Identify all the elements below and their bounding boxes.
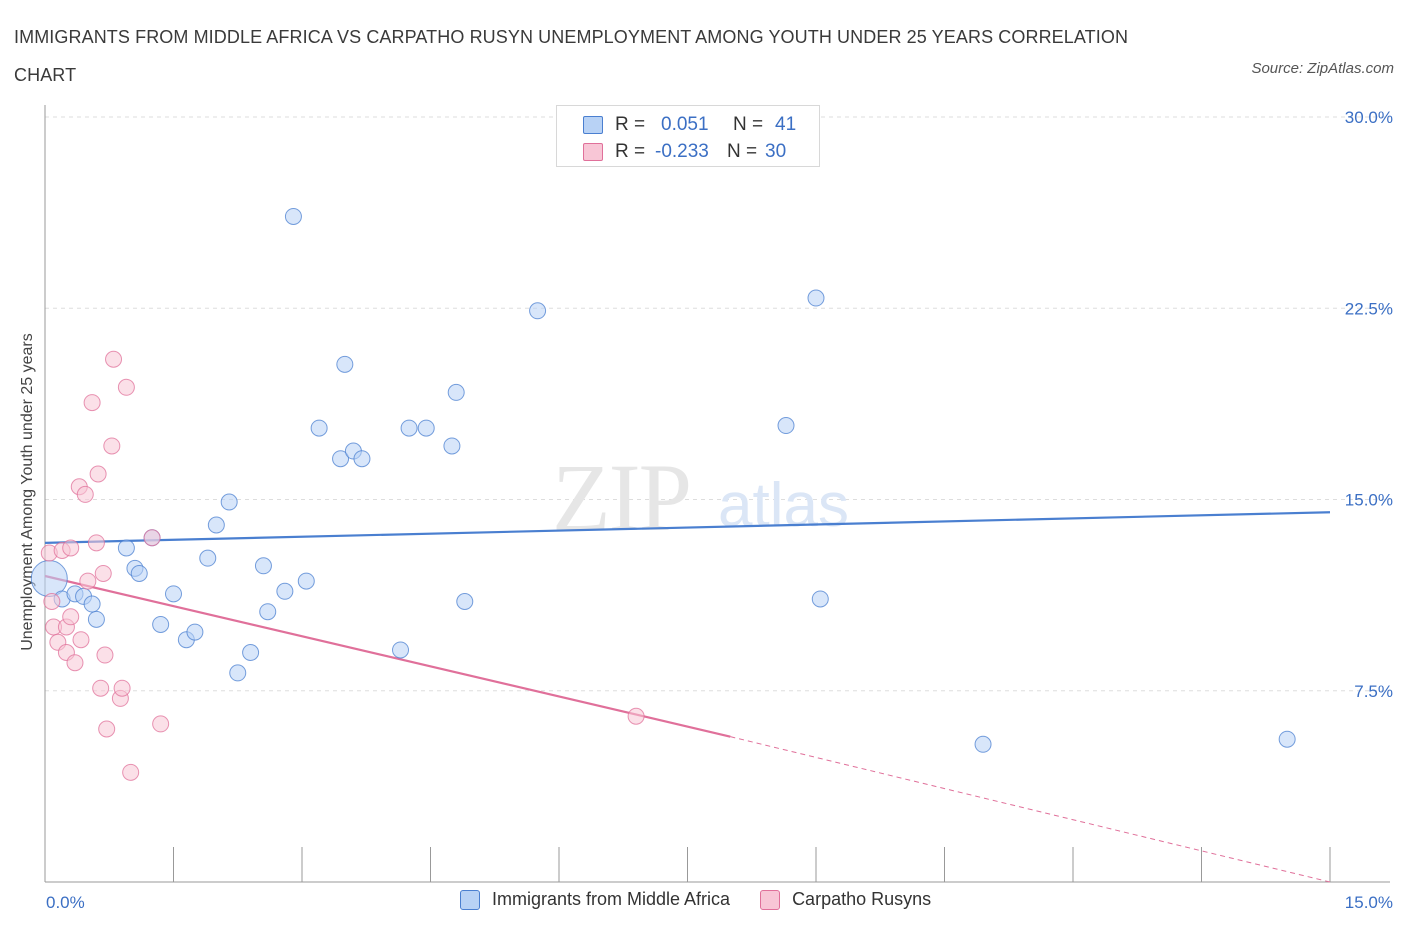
point-carpatho (72, 631, 90, 649)
legend-swatch-pink (583, 143, 603, 161)
legend-label-carpatho: Carpatho Rusyns (792, 889, 932, 909)
x-tick-label: 15.0% (1345, 893, 1393, 912)
legend-row-carpatho: R = -0.233 N = 30 (583, 139, 786, 165)
point-immigrants (152, 615, 170, 633)
series-legend: Immigrants from Middle Africa Carpatho R… (460, 889, 961, 910)
point-immigrants (529, 302, 547, 320)
y-tick-label: 30.0% (1345, 108, 1393, 127)
point-immigrants (392, 641, 410, 659)
point-immigrants (456, 593, 474, 610)
watermark-atlas: atlas (718, 471, 849, 540)
point-immigrants (83, 595, 101, 613)
legend-item-carpatho: Carpatho Rusyns (760, 889, 931, 910)
point-immigrants (165, 585, 182, 603)
legend-r-value: 0.051 (661, 114, 709, 135)
point-immigrants (254, 557, 272, 575)
point-carpatho (79, 572, 97, 590)
point-immigrants (1278, 730, 1296, 748)
point-immigrants (186, 623, 204, 641)
point-immigrants (974, 735, 992, 753)
trend-line-immigrants (44, 511, 1331, 544)
point-immigrants (807, 289, 825, 307)
point-immigrants (332, 450, 350, 468)
chart-title: IMMIGRANTS FROM MIDDLE AFRICA VS CARPATH… (14, 27, 1129, 85)
point-carpatho (122, 763, 140, 781)
legend-label-immigrants: Immigrants from Middle Africa (492, 889, 731, 909)
point-carpatho (152, 715, 170, 733)
point-immigrants (400, 419, 418, 437)
point-carpatho (87, 534, 105, 552)
legend-n-label: N = (727, 141, 758, 162)
legend-n-value: 30 (765, 141, 787, 162)
legend-n-value: 41 (775, 114, 797, 135)
point-immigrants (353, 450, 371, 468)
point-carpatho (117, 378, 135, 396)
point-immigrants (443, 437, 461, 455)
point-carpatho (96, 646, 114, 664)
legend-r-label: R = (615, 141, 646, 162)
point-immigrants (117, 539, 135, 557)
point-immigrants (297, 572, 315, 590)
y-tick-label: 7.5% (1354, 682, 1393, 701)
legend-swatch-blue (460, 889, 480, 910)
x-tick-label: 0.0% (46, 893, 85, 912)
point-carpatho (43, 593, 61, 610)
legend-swatch-blue (583, 116, 603, 134)
watermark-zip: ZIP (552, 444, 690, 551)
y-tick-label: 15.0% (1345, 491, 1393, 510)
y-tick-label: 22.5% (1345, 299, 1393, 318)
legend-n-label: N = (733, 114, 764, 135)
point-immigrants (447, 383, 465, 401)
source-label: Source: ZipAtlas.com (1251, 60, 1394, 77)
watermark: ZIP atlas (552, 444, 849, 551)
point-immigrants (310, 419, 328, 437)
axes (44, 105, 1390, 883)
point-carpatho (143, 529, 161, 547)
legend-swatch-pink (760, 889, 781, 910)
point-carpatho (62, 608, 80, 626)
trend-line-carpatho-extension (730, 736, 1331, 883)
point-immigrants (276, 582, 294, 600)
legend-r-value: -0.233 (655, 141, 709, 162)
point-carpatho (89, 465, 107, 483)
point-carpatho (92, 679, 110, 697)
point-carpatho (98, 720, 116, 738)
point-immigrants (811, 590, 829, 608)
point-immigrants (284, 207, 302, 225)
point-carpatho (103, 437, 121, 455)
point-immigrants (87, 610, 105, 628)
legend-item-immigrants: Immigrants from Middle Africa (460, 889, 730, 910)
point-immigrants (417, 419, 435, 437)
point-carpatho (105, 350, 123, 368)
point-immigrants (207, 516, 225, 534)
point-immigrants (259, 603, 277, 621)
data-points (30, 207, 1296, 781)
point-immigrants (130, 564, 148, 582)
point-carpatho (94, 564, 112, 582)
tick-labels: 7.5% 15.0% 22.5% 30.0% 0.0% 15.0% (46, 108, 1393, 912)
point-carpatho (66, 654, 84, 672)
trend-lines (44, 511, 1331, 883)
grid-lines (45, 116, 1390, 692)
point-immigrants (777, 417, 795, 435)
point-carpatho (62, 539, 80, 557)
point-immigrants (199, 549, 217, 567)
legend-r-label: R = (615, 114, 646, 135)
point-immigrants (242, 644, 260, 661)
point-immigrants (220, 493, 238, 511)
correlation-legend: R = 0.051 N = 41 R = -0.233 N = 30 (556, 105, 820, 167)
point-carpatho (113, 679, 131, 697)
point-immigrants (229, 664, 247, 682)
point-immigrants (336, 355, 354, 373)
trend-line-carpatho (44, 574, 731, 738)
point-carpatho (76, 485, 94, 503)
legend-row-immigrants: R = 0.051 N = 41 (583, 112, 796, 138)
point-carpatho (627, 707, 645, 725)
point-carpatho (83, 394, 101, 412)
